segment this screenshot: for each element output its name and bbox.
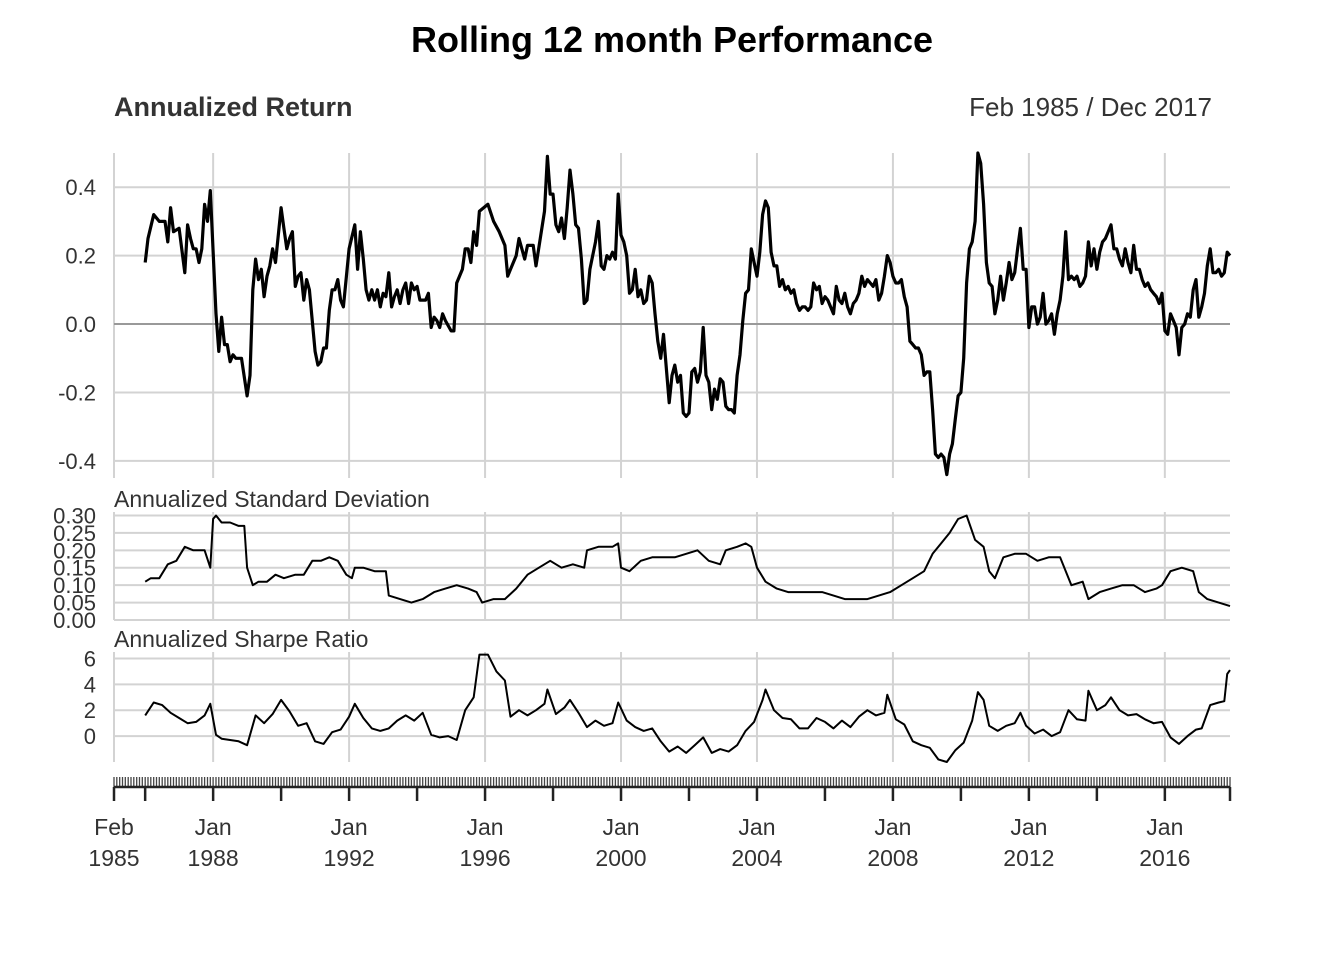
x-tick-label-line2-7: 2012 [1003,845,1054,871]
x-tick-label-line2-4: 2000 [595,845,646,871]
x-tick-label-line1-0: Feb [94,814,134,840]
x-tick-label-line1-5: Jan [738,814,775,840]
x-tick-label-line2-8: 2016 [1139,845,1190,871]
x-tick-label-line2-2: 1992 [324,845,375,871]
x-tick-label-line1-2: Jan [331,814,368,840]
ytick-label-1-4: 0.20 [53,538,96,563]
ytick-label-2-1: 2 [84,698,96,723]
x-tick-label-line1-1: Jan [195,814,232,840]
x-tick-label-line2-6: 2008 [867,845,918,871]
ytick-label-1-2: 0.10 [53,573,96,598]
x-tick-label-line1-7: Jan [1010,814,1047,840]
ytick-label-0-3: 0.2 [65,244,96,269]
sharpe-panel-title: Annualized Sharpe Ratio [114,626,368,652]
series-line-1 [144,514,1231,608]
series-line-2 [144,653,1231,763]
monthly-tick-strip [113,777,1231,787]
ytick-label-0-1: -0.2 [58,380,96,405]
return-panel-title: Annualized Return [114,92,353,122]
chart-title: Rolling 12 month Performance [411,19,933,60]
series-line-0 [143,151,1232,477]
ytick-label-2-0: 0 [84,724,96,749]
date-range-label: Feb 1985 / Dec 2017 [969,92,1212,122]
x-tick-label-line2-0: 1985 [88,845,139,871]
ytick-label-0-0: -0.4 [58,449,96,474]
ytick-label-0-2: 0.0 [65,312,96,337]
ytick-label-1-1: 0.05 [53,591,96,616]
x-tick-label-line2-5: 2004 [731,845,782,871]
ytick-label-1-0: 0.00 [53,608,96,633]
ytick-label-2-2: 4 [84,672,96,697]
x-tick-label-line2-3: 1996 [459,845,510,871]
ytick-label-0-4: 0.4 [65,175,96,200]
stddev-panel-title: Annualized Standard Deviation [114,486,430,512]
x-tick-label-line1-4: Jan [602,814,639,840]
ytick-label-1-3: 0.15 [53,556,96,581]
x-tick-label-line2-1: 1988 [188,845,239,871]
plot-layer: -0.4 -0.2 0.0 0.2 0.4 0.000.050.100.150.200.2… [53,151,1232,871]
ytick-label-1-5: 0.25 [53,521,96,546]
x-tick-label-line1-6: Jan [874,814,911,840]
x-tick-label-line1-3: Jan [467,814,504,840]
ytick-label-2-3: 6 [84,646,96,671]
ytick-label-1-6: 0.30 [53,503,96,528]
x-tick-label-line1-8: Jan [1146,814,1183,840]
